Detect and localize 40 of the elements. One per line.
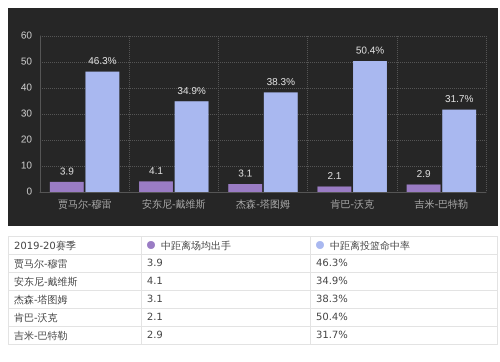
category-label: 安东尼-戴维斯: [14, 276, 78, 288]
text: 3.9: [146, 258, 163, 269]
x-tick-label: 贾马尔-穆雷: [58, 198, 112, 210]
y-tick-label: 20: [20, 134, 32, 146]
y-tick-label: 30: [20, 108, 32, 120]
category-label: 贾马尔-穆雷: [14, 258, 68, 270]
category-label: 杰森-塔图姆: [14, 294, 68, 306]
text: 2.1: [146, 312, 163, 323]
data-label: 46.3%: [88, 56, 117, 68]
text: 3.1: [146, 294, 163, 305]
y-tick-label: 50: [20, 56, 32, 68]
y-tick-label: 60: [20, 30, 32, 42]
data-label: 3.9: [60, 166, 74, 178]
category-label: 吉米-巴特勒: [14, 330, 68, 342]
data-label: 3.1: [238, 168, 253, 180]
text: 46.3%: [316, 258, 348, 269]
data-label: 4.1: [149, 166, 164, 177]
category-label: 肯巴-沃克: [14, 312, 58, 324]
text: 31.7%: [316, 330, 348, 341]
data-label: 2.9: [416, 168, 431, 180]
y-tick-label: 0: [26, 186, 32, 198]
text: 38.3%: [316, 294, 348, 305]
x-tick-label: 杰森-塔图姆: [236, 198, 290, 210]
data-label: 50.4%: [356, 45, 384, 56]
data-label: 38.3%: [266, 76, 296, 88]
x-tick-label: 肯巴-沃克: [330, 198, 374, 210]
data-label: 31.7%: [445, 94, 474, 106]
x-tick-label: 吉米-巴特勒: [414, 198, 468, 210]
x-tick-label: 安东尼-戴维斯: [142, 198, 206, 210]
text: 4.1: [146, 276, 163, 287]
data-label: 2.1: [327, 171, 342, 182]
y-tick-label: 40: [20, 82, 32, 94]
data-label: 34.9%: [177, 86, 206, 97]
legend-title: 2019-20赛季: [8, 236, 142, 254]
text: 34.9%: [316, 276, 348, 287]
legend-label: 中距离投篮命中率: [310, 236, 498, 254]
text: 50.4%: [316, 312, 348, 323]
text: 2.9: [146, 330, 163, 341]
y-tick-label: 10: [20, 160, 32, 172]
legend-label: 中距离场均出手: [141, 236, 310, 254]
